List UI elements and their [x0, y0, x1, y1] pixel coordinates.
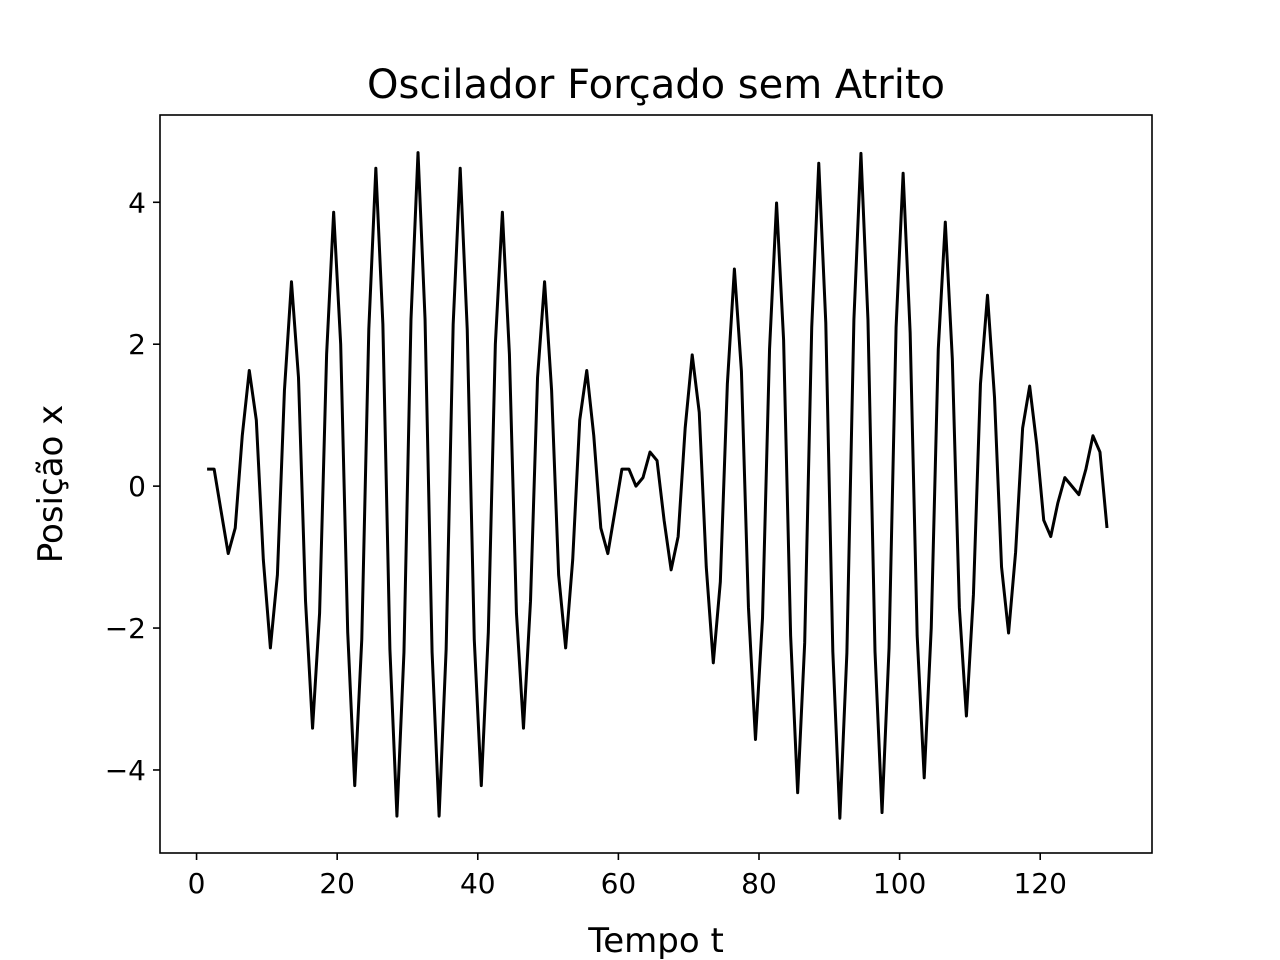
data-line — [207, 151, 1109, 820]
plot-frame — [159, 114, 1153, 854]
x-axis-label: Tempo t — [587, 921, 724, 960]
y-axis-label: Posição x — [31, 405, 71, 564]
x-tick-label: 60 — [601, 867, 637, 900]
x-tick-label: 40 — [460, 867, 496, 900]
x-tick-label: 20 — [319, 867, 355, 900]
chart-title: Oscilador Forçado sem Atrito — [367, 62, 945, 108]
y-tick-label: 0 — [128, 470, 146, 503]
y-tick-label: 2 — [128, 328, 146, 361]
x-tick-label: 0 — [188, 867, 206, 900]
x-tick-label: 120 — [1013, 867, 1066, 900]
y-tick-label: −4 — [105, 754, 146, 787]
x-tick-label: 80 — [741, 867, 777, 900]
y-tick-label: −2 — [105, 612, 146, 645]
x-tick-label: 100 — [873, 867, 926, 900]
y-tick-label: 4 — [128, 186, 146, 219]
